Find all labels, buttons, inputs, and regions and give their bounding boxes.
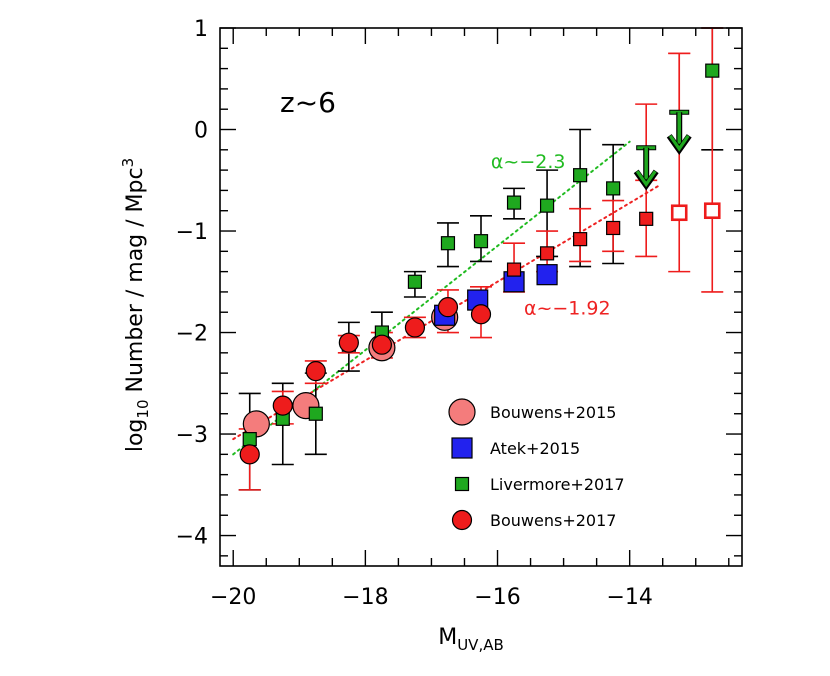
marker-livermore-2017-10 bbox=[573, 168, 588, 183]
marker-bouwens-2017-faint-4 bbox=[639, 211, 654, 226]
marker-bouwens-2017-open-1 bbox=[703, 202, 721, 220]
x-axis-title-sub: UV,AB bbox=[457, 636, 504, 654]
y-axis-title-sub: 10 bbox=[134, 400, 152, 419]
redshift-annotation: z~6 bbox=[280, 86, 336, 119]
y-tick-label: −4 bbox=[176, 525, 208, 550]
x-tick-label: −14 bbox=[606, 585, 652, 610]
marker-atek-2015-3 bbox=[536, 264, 558, 286]
legend-label-1: Atek+2015 bbox=[490, 439, 580, 458]
x-axis-title: MUV,AB bbox=[438, 625, 504, 654]
y-tick-label: −1 bbox=[176, 220, 208, 245]
legend-marker-3 bbox=[451, 509, 473, 531]
limit-head-0 bbox=[635, 170, 657, 188]
y-axis-title-sup: 3 bbox=[119, 158, 137, 168]
legend-label-3: Bouwens+2017 bbox=[490, 511, 616, 530]
x-tick-label: −16 bbox=[474, 585, 520, 610]
y-axis-title-main: Number / mag / Mpc bbox=[123, 167, 148, 399]
marker-livermore-2017-12 bbox=[705, 63, 720, 78]
legend-marker-0 bbox=[448, 398, 476, 426]
marker-bouwens-2017-6 bbox=[437, 297, 459, 318]
marker-livermore-2017-7 bbox=[473, 234, 489, 249]
y-axis-title: log10 Number / mag / Mpc3 bbox=[119, 158, 152, 452]
marker-livermore-2017-9 bbox=[539, 198, 555, 213]
x-tick-label: −18 bbox=[342, 585, 388, 610]
legend-marker-1 bbox=[451, 437, 473, 459]
plot-frame bbox=[219, 27, 743, 567]
marker-bouwens-2017-5 bbox=[404, 317, 426, 338]
marker-bouwens-2017-2 bbox=[305, 361, 326, 382]
marker-bouwens-2017-3 bbox=[338, 332, 359, 353]
y-tick-label: −3 bbox=[176, 423, 208, 448]
data-points bbox=[239, 63, 721, 465]
marker-livermore-2017-8 bbox=[506, 195, 522, 210]
y-tick-label: 0 bbox=[194, 119, 208, 144]
legend-marker-2 bbox=[454, 476, 470, 492]
limit-head-1 bbox=[668, 134, 690, 152]
y-tick-label: −2 bbox=[176, 322, 208, 347]
marker-bouwens-2017-faint-0 bbox=[506, 262, 522, 277]
marker-bouwens-2017-4 bbox=[371, 334, 392, 355]
marker-livermore-2017-11 bbox=[606, 181, 621, 196]
y-tick-label: 1 bbox=[194, 17, 208, 42]
marker-bouwens-2017-faint-1 bbox=[539, 246, 555, 261]
fit-label-1: α~−1.92 bbox=[524, 297, 611, 319]
legend: Bouwens+2015 Atek+2015 Livermore+2017 Bouwe… bbox=[448, 398, 625, 531]
marker-bouwens-2017-7 bbox=[470, 304, 492, 325]
x-tick-label: −20 bbox=[210, 585, 256, 610]
marker-livermore-2017-5 bbox=[407, 274, 423, 289]
marker-livermore-2017-2 bbox=[308, 406, 323, 421]
fit-label-0: α~−2.3 bbox=[491, 151, 566, 173]
chart-text: z~6 MUV,AB log10 Number / mag / Mpc3 bbox=[119, 86, 504, 654]
marker-bouwens-2017-0 bbox=[239, 444, 260, 465]
legend-label-0: Bouwens+2015 bbox=[490, 403, 616, 422]
marker-livermore-2017-0 bbox=[242, 432, 257, 447]
fit-lines: α~−2.3 α~−1.92 bbox=[232, 140, 661, 456]
marker-bouwens-2017-faint-2 bbox=[573, 232, 588, 247]
marker-bouwens-2017-open-0 bbox=[670, 204, 688, 222]
y-axis-title-prefix: log bbox=[123, 419, 148, 453]
marker-bouwens-2017-faint-3 bbox=[606, 220, 621, 236]
legend-label-2: Livermore+2017 bbox=[490, 475, 625, 494]
axes: −20 −18 −16 −14 −4 −3 −2 −1 0 1 bbox=[176, 17, 743, 610]
marker-livermore-2017-6 bbox=[440, 236, 456, 251]
x-axis-title-main: M bbox=[438, 625, 457, 650]
marker-bouwens-2017-1 bbox=[272, 395, 293, 416]
